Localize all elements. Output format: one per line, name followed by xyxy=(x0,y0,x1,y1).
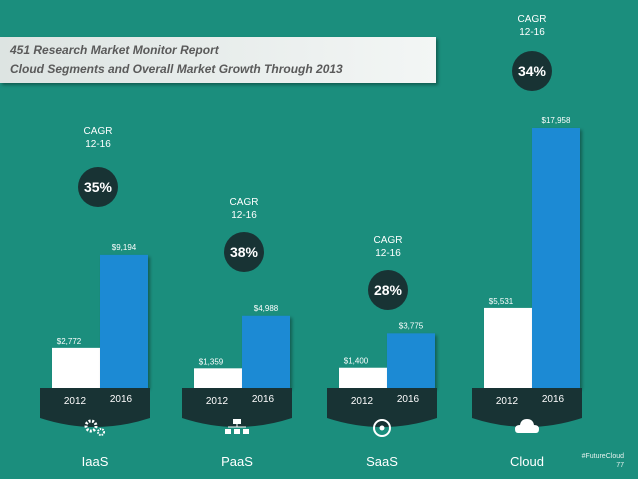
year-label-2012-saas: 2012 xyxy=(351,396,374,407)
year-label-2016-saas: 2016 xyxy=(397,394,420,405)
gears-icon xyxy=(84,419,105,436)
cagr-period-saas: 12-16 xyxy=(375,248,401,259)
year-band-cloud xyxy=(472,388,582,411)
footer-hashtag: #FutureCloud xyxy=(581,453,624,460)
category-label-cloud: Cloud xyxy=(510,454,544,469)
cagr-value-cloud: 34% xyxy=(518,63,547,79)
report-title: 451 Research Market Monitor Report xyxy=(10,43,219,57)
bar-2012-paas xyxy=(194,368,242,388)
gear-small-shape xyxy=(97,428,105,436)
bar-2016-cloud xyxy=(532,128,580,388)
cagr-period-cloud: 12-16 xyxy=(519,27,545,38)
value-label-2012-paas: $1,359 xyxy=(199,357,224,366)
year-label-2012-cloud: 2012 xyxy=(496,396,519,407)
bar-2016-saas xyxy=(387,333,435,388)
year-label-2016-iaas: 2016 xyxy=(110,394,133,405)
icon-tab-iaas xyxy=(40,411,150,427)
report-subtitle: Cloud Segments and Overall Market Growth… xyxy=(10,62,343,76)
value-label-2016-saas: $3,775 xyxy=(399,321,424,330)
network-icon xyxy=(225,419,249,434)
bar-2012-saas xyxy=(339,367,387,388)
year-label-2016-paas: 2016 xyxy=(252,394,275,405)
cagr-value-paas: 38% xyxy=(230,244,259,260)
year-band-paas xyxy=(182,388,292,411)
bar-2016-iaas xyxy=(100,254,148,388)
category-label-paas: PaaS xyxy=(221,454,253,469)
cloud-shape xyxy=(515,419,539,433)
year-label-2012-paas: 2012 xyxy=(206,396,229,407)
bar-2016-paas xyxy=(242,315,290,388)
cagr-label-cloud: CAGR xyxy=(518,14,547,25)
year-label-2012-iaas: 2012 xyxy=(64,396,87,407)
value-label-2016-iaas: $9,194 xyxy=(112,243,137,252)
category-label-saas: SaaS xyxy=(366,454,398,469)
network-child-node-2 xyxy=(243,429,249,434)
disc-icon xyxy=(373,419,391,437)
cagr-value-iaas: 35% xyxy=(84,179,113,195)
bar-2012-iaas xyxy=(52,347,100,388)
value-label-2016-cloud: $17,958 xyxy=(542,116,571,125)
cagr-label-saas: CAGR xyxy=(374,235,403,246)
value-label-2016-paas: $4,988 xyxy=(254,304,279,313)
cagr-label-iaas: CAGR xyxy=(84,126,113,137)
cagr-circle-paas xyxy=(224,232,264,272)
cagr-circle-iaas xyxy=(78,167,118,207)
disc-outer-shape xyxy=(373,419,391,437)
bar-2012-cloud xyxy=(484,307,532,388)
year-label-2016-cloud: 2016 xyxy=(542,394,565,405)
gear-large-shape xyxy=(84,419,98,433)
category-label-iaas: IaaS xyxy=(82,454,109,469)
cagr-value-saas: 28% xyxy=(374,282,403,298)
cagr-label-paas: CAGR xyxy=(230,197,259,208)
network-child-node-1 xyxy=(234,429,240,434)
network-child-node-0 xyxy=(225,429,231,434)
cagr-period-iaas: 12-16 xyxy=(85,139,111,150)
cagr-circle-cloud xyxy=(512,51,552,91)
disc-hub-shape xyxy=(379,425,385,431)
year-band-saas xyxy=(327,388,437,411)
value-label-2012-saas: $1,400 xyxy=(344,357,369,366)
cagr-circle-saas xyxy=(368,270,408,310)
year-band-iaas xyxy=(40,388,150,411)
value-label-2012-iaas: $2,772 xyxy=(57,337,82,346)
cagr-period-paas: 12-16 xyxy=(231,210,257,221)
value-label-2012-cloud: $5,531 xyxy=(489,297,514,306)
report-banner: 451 Research Market Monitor Report Cloud… xyxy=(0,37,436,83)
cloud-icon xyxy=(515,419,539,433)
page-number: 77 xyxy=(616,462,624,469)
footer-tag: #FutureCloud 77 xyxy=(582,452,624,470)
network-top-node xyxy=(233,419,241,424)
